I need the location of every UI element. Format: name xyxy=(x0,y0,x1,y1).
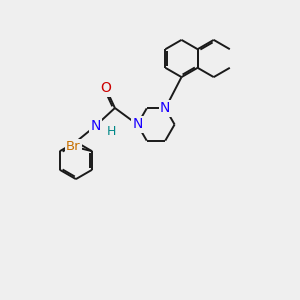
Text: Br: Br xyxy=(66,140,81,153)
Text: H: H xyxy=(106,125,116,138)
Text: N: N xyxy=(160,101,170,116)
Text: O: O xyxy=(100,82,111,95)
Text: N: N xyxy=(132,118,142,131)
Text: N: N xyxy=(90,119,100,133)
